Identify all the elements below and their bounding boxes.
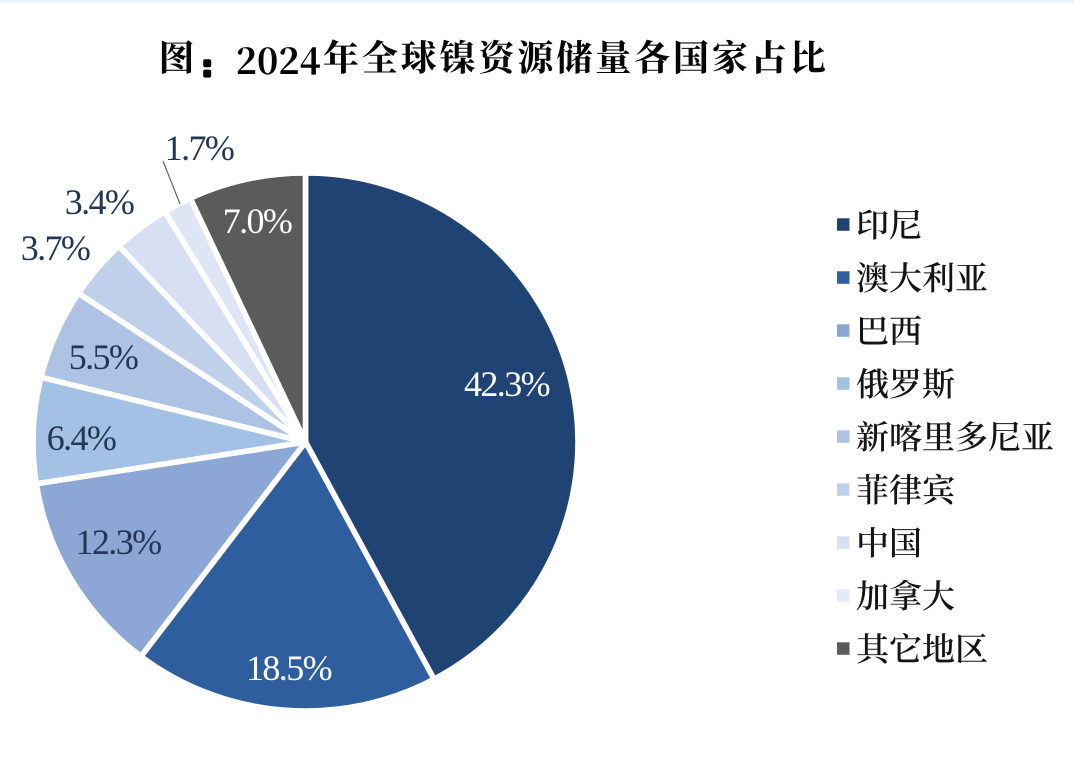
svg-text:1.7%: 1.7%: [165, 128, 234, 168]
svg-text:18.5%: 18.5%: [246, 648, 332, 688]
svg-text:3.4%: 3.4%: [65, 182, 134, 222]
svg-text:3.7%: 3.7%: [21, 228, 90, 268]
svg-text:42.3%: 42.3%: [464, 364, 550, 404]
svg-text:7.0%: 7.0%: [223, 201, 292, 241]
svg-text:5.5%: 5.5%: [69, 337, 138, 377]
svg-text:12.3%: 12.3%: [76, 522, 162, 562]
svg-text:6.4%: 6.4%: [47, 418, 116, 458]
